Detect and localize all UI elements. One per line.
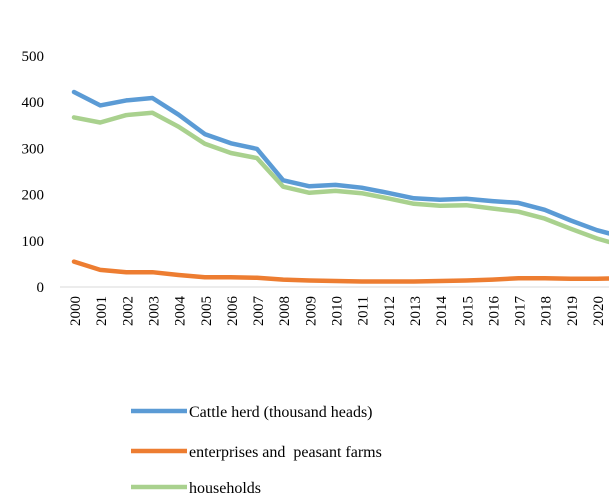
- series-line-1: [71, 259, 609, 284]
- y-tick-label: 300: [22, 141, 45, 157]
- x-tick-label: 2000: [68, 296, 84, 326]
- x-tick-label: 2009: [303, 296, 319, 326]
- y-tick-label: 500: [22, 49, 45, 65]
- x-tick-label: 2002: [120, 296, 136, 326]
- x-tick-label: 2004: [173, 296, 189, 327]
- x-tick-label: 2007: [251, 296, 267, 327]
- y-tick-label: 200: [22, 188, 45, 204]
- x-tick-label: 2015: [460, 296, 476, 326]
- legend: Cattle herd (thousand heads) enterprises …: [131, 404, 382, 496]
- x-tick-label: 2010: [330, 296, 346, 326]
- x-tick-label: 2001: [94, 296, 110, 326]
- x-tick-label: 2017: [513, 296, 529, 327]
- legend-label-1: enterprises and peasant farms: [189, 444, 382, 461]
- y-tick-label: 400: [22, 95, 45, 111]
- x-tick-label: 2006: [225, 296, 241, 327]
- x-tick-label: 2012: [382, 296, 398, 326]
- x-tick-label: 2020: [591, 296, 607, 326]
- x-tick-label: 2019: [565, 296, 581, 326]
- x-tick-label: 2018: [539, 296, 555, 326]
- y-tick-label: 100: [22, 234, 45, 250]
- x-tick-label: 2003: [146, 296, 162, 326]
- series-line-0: [71, 89, 609, 236]
- x-tick-label: 2014: [434, 296, 450, 327]
- x-tick-label: 2008: [277, 296, 293, 326]
- series-line-2: [71, 110, 609, 245]
- legend-label-0: Cattle herd (thousand heads): [189, 404, 373, 421]
- axis-layer: 0 100 200 300 400 500 2000 2001 2002 2003 2004 2005…: [22, 49, 609, 326]
- y-tick-label: 0: [37, 280, 45, 296]
- x-tick-label: 2013: [408, 296, 424, 326]
- x-tick-label: 2011: [356, 296, 372, 325]
- x-tick-label: 2005: [199, 296, 215, 326]
- x-tick-label: 2016: [486, 296, 502, 327]
- legend-label-2: households: [189, 480, 261, 496]
- series-layer: [71, 89, 609, 284]
